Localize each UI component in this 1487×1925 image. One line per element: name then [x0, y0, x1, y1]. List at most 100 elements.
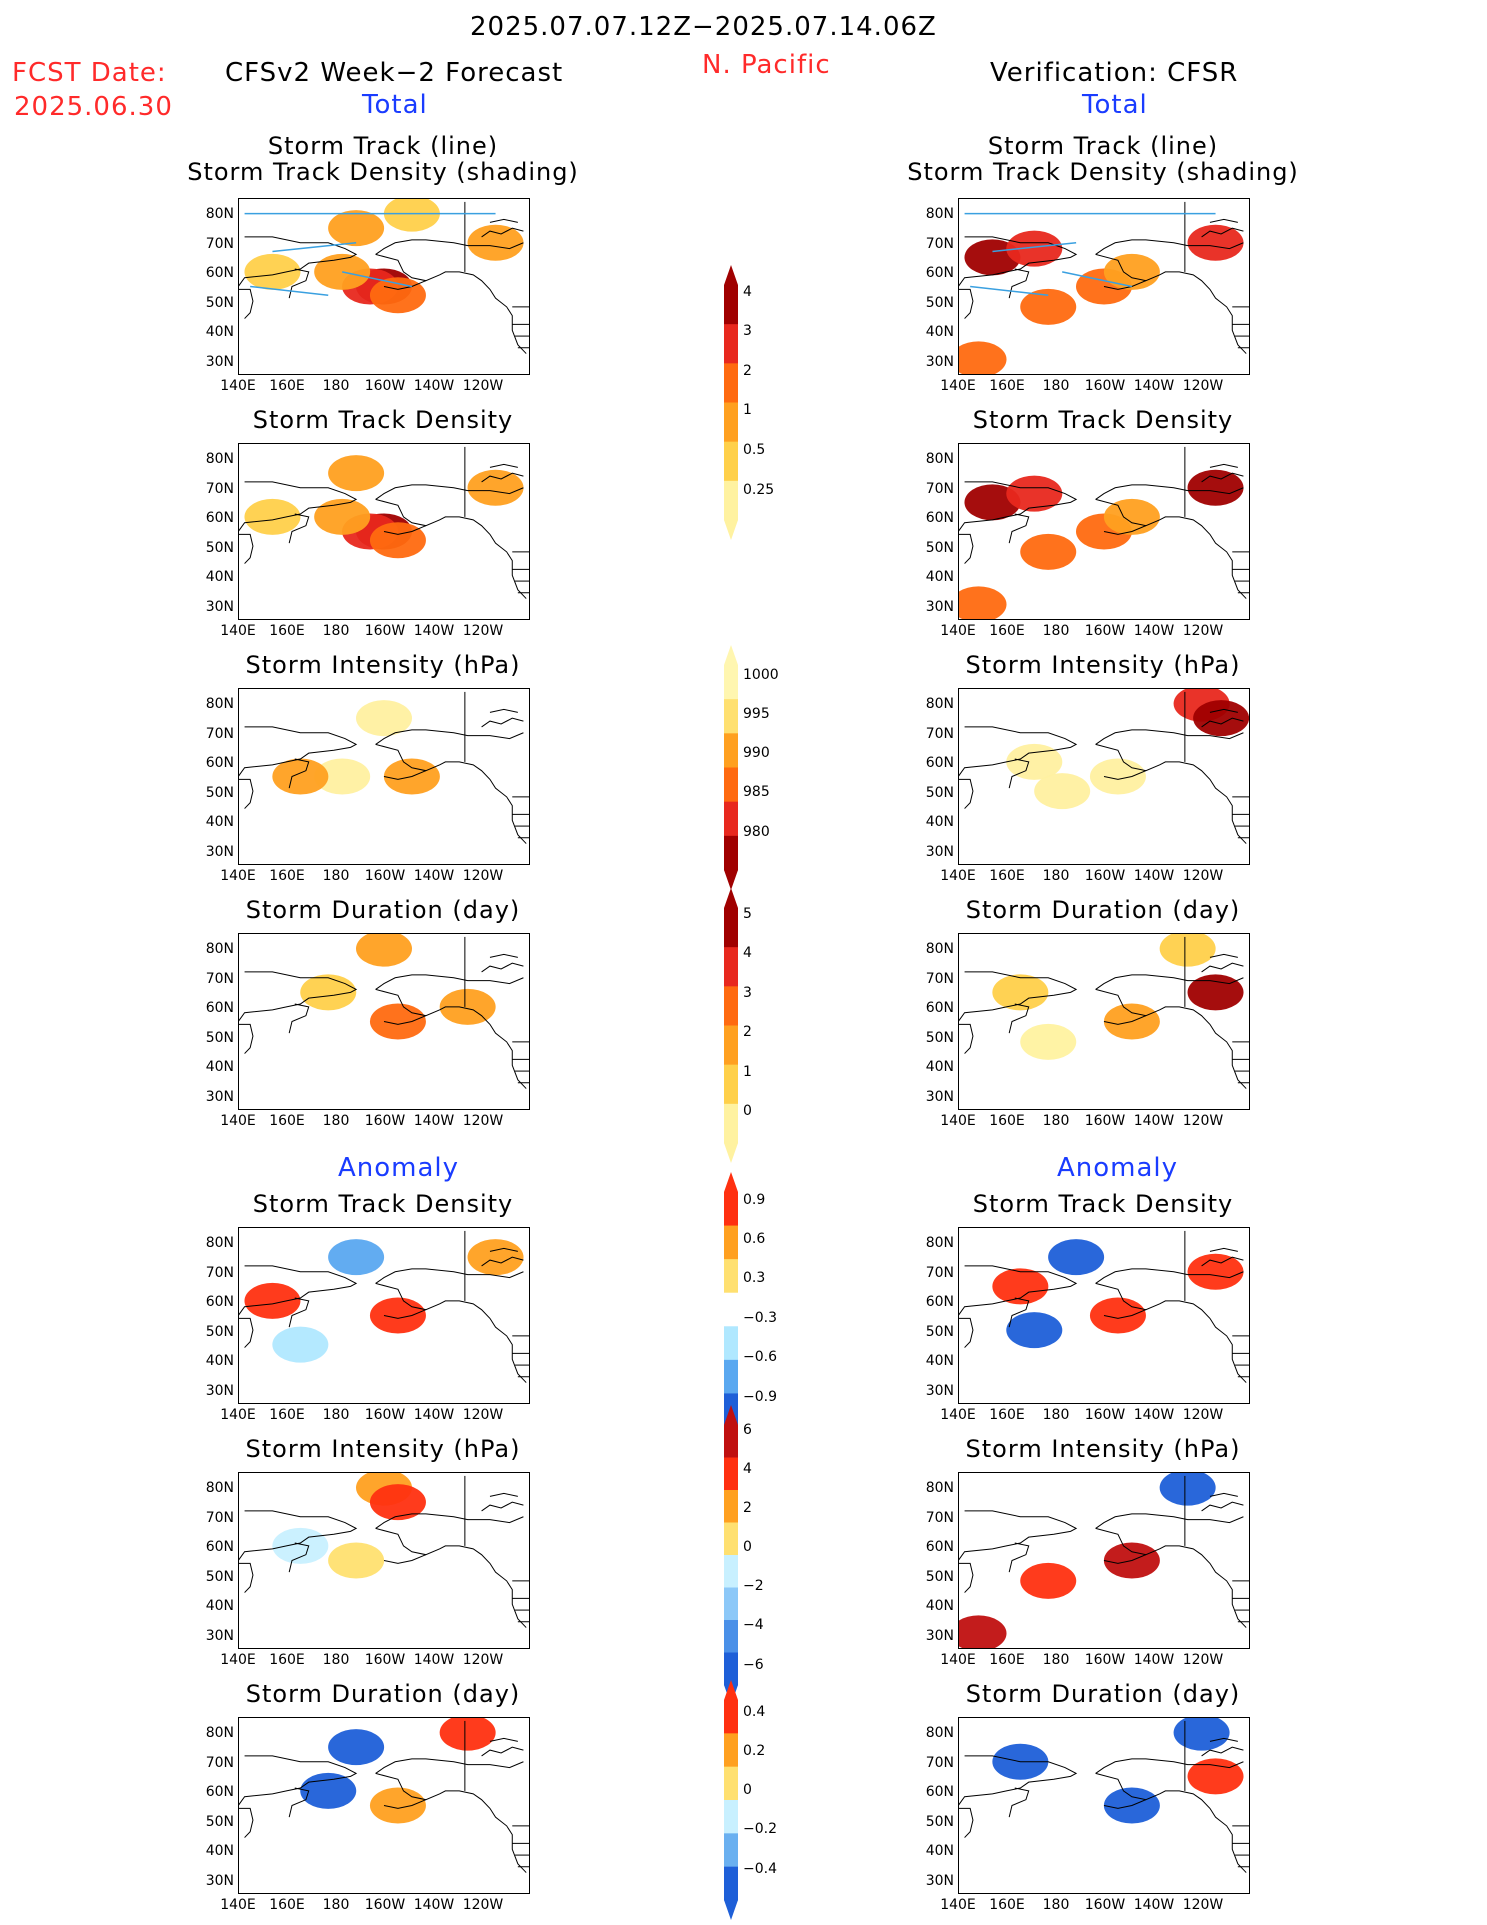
colorbar-label: 0.9: [743, 1192, 766, 1208]
coastline: [375, 239, 524, 255]
lat-tick-label: 40N: [205, 569, 234, 585]
colorbar-arrow-top: [724, 1405, 738, 1425]
data-cell: [1020, 1023, 1077, 1060]
lon-tick-label: 160E: [269, 378, 305, 394]
lat-tick-label: 60N: [205, 265, 234, 281]
coastline: [481, 962, 524, 973]
data-cell: [1187, 974, 1244, 1011]
lon-tick-label: 160W: [1084, 1652, 1126, 1668]
lon-tick-label: 140E: [940, 1652, 976, 1668]
storm-track-line: [970, 285, 1049, 296]
colorbar-segment: [724, 733, 738, 768]
lon-tick-label: 180: [1042, 378, 1070, 394]
storm-track-line: [250, 285, 329, 296]
lat-tick-label: 80N: [925, 206, 954, 222]
lon-tick-label: 180: [1042, 623, 1070, 639]
lon-tick-label: 160E: [269, 1652, 305, 1668]
total-label-right: Total: [1082, 90, 1148, 120]
lat-tick-label: 50N: [925, 1029, 954, 1046]
lat-tick-label: 60N: [205, 755, 234, 771]
forecast-map-row-2: [238, 443, 530, 620]
colorbar-segment: [724, 1700, 738, 1734]
lat-tick-label: 60N: [205, 510, 234, 526]
colorbar-label: 5: [743, 906, 752, 922]
lat-tick-label: 50N: [205, 539, 234, 556]
lon-tick-label: 140E: [940, 1407, 976, 1423]
panel-title-duration: Storm Duration (day): [965, 896, 1241, 924]
coastline: [1103, 1799, 1147, 1809]
lon-tick-label: 160E: [989, 1652, 1025, 1668]
coastline: [1095, 239, 1244, 255]
coastline: [1103, 1309, 1147, 1319]
coastline: [481, 1501, 524, 1512]
verification-map-row-6: [958, 1472, 1250, 1649]
storm-track-line: [272, 242, 357, 253]
lat-tick-label: 30N: [205, 1088, 234, 1105]
lon-tick-label: 120W: [1182, 868, 1224, 884]
lon-tick-label: 140E: [220, 1407, 256, 1423]
coastline: [375, 743, 527, 844]
lon-tick-label: 140W: [413, 1652, 455, 1668]
lat-tick-label: 30N: [925, 1872, 954, 1889]
lat-tick-label: 80N: [925, 941, 954, 957]
colorbar-segment: [724, 1326, 738, 1361]
verification-map-row-2: [958, 443, 1250, 620]
coastline: [1201, 1746, 1244, 1757]
lat-tick-label: 40N: [925, 814, 954, 830]
data-cell: [244, 498, 301, 535]
data-cell: [244, 1282, 301, 1319]
colorbar-label: 4: [743, 945, 752, 961]
panel-title-intensity: Storm Intensity (hPa): [965, 1435, 1241, 1463]
coastline: [375, 1527, 527, 1628]
lat-tick-label: 80N: [925, 451, 954, 467]
colorbar-segment: [724, 1064, 738, 1105]
lon-tick-label: 140W: [413, 1897, 455, 1913]
lat-tick-label: 50N: [205, 1029, 234, 1046]
panel-title-track_shading: Storm Track Density (shading): [187, 158, 579, 186]
colorbar-segment: [724, 665, 738, 700]
data-cell: [314, 498, 371, 535]
data-cell: [467, 224, 524, 261]
lon-tick-label: 160E: [269, 1897, 305, 1913]
data-cell: [439, 1718, 496, 1751]
lat-tick-label: 60N: [925, 1784, 954, 1800]
storm-track-line: [342, 271, 413, 288]
coastline: [1095, 974, 1244, 990]
panel-title-track_line: Storm Track (line): [987, 132, 1219, 160]
colorbar-segment: [724, 1457, 738, 1491]
lon-tick-label: 120W: [1182, 1407, 1224, 1423]
lon-tick-label: 120W: [462, 868, 504, 884]
data-cell: [992, 1268, 1049, 1305]
colorbar-arrow-bottom: [724, 870, 738, 890]
lon-tick-label: 180: [322, 1897, 350, 1913]
lat-tick-label: 50N: [205, 784, 234, 801]
coastline: [239, 971, 358, 1054]
colorbar-arrow-bottom: [724, 520, 738, 540]
region-title: N. Pacific: [702, 50, 831, 80]
data-cell: [369, 522, 426, 559]
lon-tick-label: 140E: [220, 1113, 256, 1129]
data-cell: [1020, 533, 1077, 570]
colorbar-segment: [724, 1833, 738, 1868]
colorbar-label: 0.6: [743, 1231, 766, 1247]
colorbar-label: −2: [743, 1578, 764, 1594]
coastline: [959, 1510, 1078, 1593]
forecast-column-title: CFSv2 Week−2 Forecast: [225, 58, 564, 88]
data-cell: [314, 758, 371, 795]
lat-tick-label: 40N: [205, 1059, 234, 1075]
colorbar-label: 4: [743, 1461, 752, 1477]
data-cell: [328, 210, 385, 247]
coastline: [1209, 1492, 1238, 1497]
lon-tick-label: 160W: [1084, 1407, 1126, 1423]
data-cell: [959, 341, 1007, 374]
data-cell: [328, 1239, 385, 1276]
data-cell: [272, 1326, 329, 1363]
colorbar-duration_total: [716, 888, 746, 1167]
coastline: [383, 1015, 427, 1025]
lat-tick-label: 60N: [205, 1784, 234, 1800]
colorbar-label: 985: [743, 784, 770, 800]
colorbar-label: −4: [743, 1617, 764, 1633]
data-cell: [1173, 1718, 1230, 1751]
coastline: [239, 726, 358, 809]
colorbar-label: 3: [743, 985, 752, 1001]
